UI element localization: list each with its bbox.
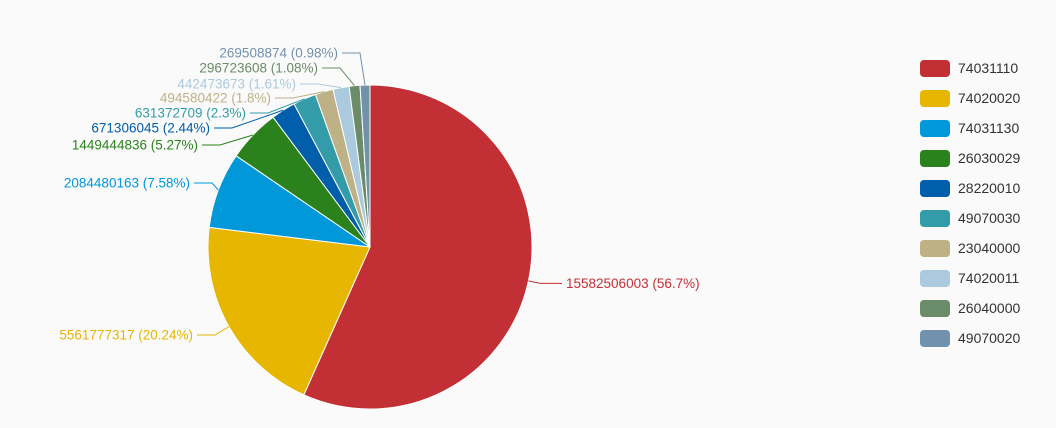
legend-swatch — [920, 180, 950, 197]
pie-slice-49070020[interactable] — [359, 84, 371, 248]
legend-swatch — [920, 300, 950, 317]
legend-swatch — [920, 60, 950, 77]
label-line-49070030 — [250, 98, 305, 114]
legend-label: 26040000 — [958, 300, 1021, 316]
label-line-26030029 — [202, 134, 254, 146]
label-line-74031110 — [528, 280, 562, 284]
label-line-74020020 — [197, 326, 230, 336]
label-line-23040000 — [275, 91, 325, 99]
slice-label-28220010: 671306045 (2.44%) — [91, 121, 210, 136]
legend-item-49070030[interactable]: 49070030 — [920, 210, 1021, 227]
label-line-74031130 — [194, 182, 219, 191]
slice-label-74020020: 5561777317 (20.24%) — [59, 328, 193, 343]
label-line-26040000 — [322, 67, 355, 87]
legend-label: 23040000 — [958, 240, 1021, 256]
slice-label-74031110: 15582506003 (56.7%) — [566, 276, 700, 291]
slices — [207, 84, 533, 410]
slice-label-26030029: 1449444836 (5.27%) — [72, 138, 198, 153]
legend-item-74031110[interactable]: 74031110 — [920, 60, 1018, 77]
pie-slice-74031110[interactable] — [303, 84, 533, 410]
legend-swatch — [920, 150, 950, 167]
legend-item-49070020[interactable]: 49070020 — [920, 330, 1021, 347]
legend-label: 74031130 — [958, 120, 1019, 136]
legend-item-28220010[interactable]: 28220010 — [920, 180, 1021, 197]
legend-label: 28220010 — [958, 180, 1021, 196]
legend: 74031110 74020020 74031130 26030029 28220010… — [920, 60, 1021, 347]
legend-item-23040000[interactable]: 23040000 — [920, 240, 1021, 257]
slice-label-49070030: 631372709 (2.3%) — [135, 106, 246, 121]
legend-swatch — [920, 210, 950, 227]
legend-item-26040000[interactable]: 26040000 — [920, 300, 1021, 317]
label-line-74020011 — [300, 83, 342, 89]
slice-label-49070020: 269508874 (0.98%) — [219, 46, 338, 61]
legend-swatch — [920, 240, 950, 257]
label-line-49070020 — [342, 52, 366, 86]
slice-labels: 15582506003 (56.7%) 5561777317 (20.24%) 20… — [59, 46, 699, 343]
slice-label-74031130: 2084480163 (7.58%) — [64, 176, 190, 191]
legend-swatch — [920, 90, 950, 107]
legend-swatch — [920, 270, 950, 287]
legend-label: 74031110 — [958, 60, 1018, 76]
legend-swatch — [920, 330, 950, 347]
legend-label: 74020011 — [958, 270, 1019, 286]
legend-item-74020011[interactable]: 74020011 — [920, 270, 1019, 287]
legend-item-74031130[interactable]: 74031130 — [920, 120, 1019, 137]
slice-label-23040000: 494580422 (1.8%) — [160, 91, 271, 106]
slice-label-74020011: 442473673 (1.61%) — [177, 77, 296, 92]
legend-label: 26030029 — [958, 150, 1021, 166]
legend-label: 49070020 — [958, 330, 1021, 346]
legend-item-74020020[interactable]: 74020020 — [920, 90, 1021, 107]
legend-label: 74020020 — [958, 90, 1021, 106]
legend-swatch — [920, 120, 950, 137]
legend-item-26030029[interactable]: 26030029 — [920, 150, 1021, 167]
label-line-28220010 — [214, 109, 284, 129]
slice-label-26040000: 296723608 (1.08%) — [199, 61, 318, 76]
legend-label: 49070030 — [958, 210, 1021, 226]
